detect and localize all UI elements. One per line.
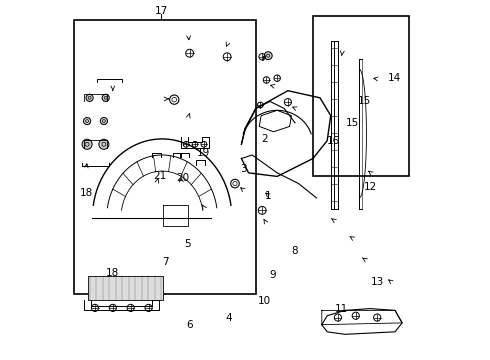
Bar (313, 16, 409, 176)
Circle shape (102, 94, 109, 102)
Polygon shape (88, 276, 163, 300)
Text: 14: 14 (388, 73, 401, 83)
Text: 5: 5 (185, 239, 191, 249)
Text: 15: 15 (345, 118, 359, 128)
Text: 6: 6 (186, 320, 193, 330)
Text: 4: 4 (225, 312, 232, 323)
Text: 20: 20 (176, 173, 190, 183)
Text: 1: 1 (265, 191, 271, 201)
Text: 12: 12 (364, 182, 377, 192)
Text: 7: 7 (162, 257, 169, 267)
Text: 8: 8 (292, 247, 298, 256)
Circle shape (99, 139, 109, 149)
Text: 18: 18 (106, 268, 120, 278)
Text: 10: 10 (258, 296, 271, 306)
Circle shape (86, 94, 93, 102)
Text: 11: 11 (335, 303, 348, 314)
Text: 13: 13 (370, 277, 384, 287)
Circle shape (100, 117, 107, 125)
Text: 3: 3 (240, 164, 246, 174)
Text: 9: 9 (270, 270, 276, 280)
Text: 17: 17 (154, 6, 168, 17)
Text: 18: 18 (79, 188, 93, 198)
Circle shape (82, 139, 92, 149)
Text: 19: 19 (197, 148, 211, 158)
Text: 21: 21 (154, 171, 167, 181)
Text: 2: 2 (261, 134, 268, 144)
Text: 16: 16 (327, 136, 340, 146)
Text: 15: 15 (358, 96, 371, 107)
Circle shape (83, 117, 91, 125)
Circle shape (264, 52, 272, 60)
Bar (74, 20, 256, 294)
